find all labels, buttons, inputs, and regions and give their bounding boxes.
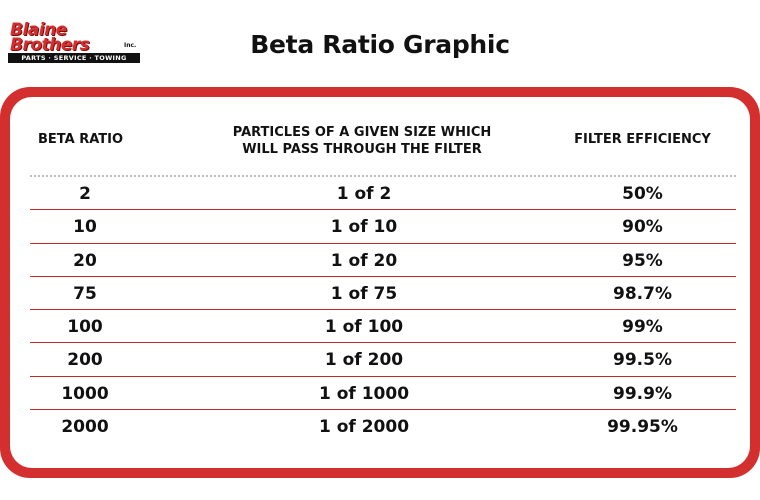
table-row: 200 1 of 200 99.5% bbox=[30, 343, 736, 377]
cell-efficiency: 99.9% bbox=[613, 383, 672, 404]
header-filter-efficiency: FILTER EFFICIENCY bbox=[574, 132, 711, 147]
cell-efficiency: 90% bbox=[622, 217, 663, 238]
cell-particles: 1 of 2000 bbox=[318, 417, 410, 438]
logo-word-second: Brothers bbox=[10, 35, 90, 55]
cell-beta-ratio: 100 bbox=[67, 317, 103, 338]
cell-particles: 1 of 100 bbox=[324, 317, 404, 338]
table-row: 2 1 of 2 50% bbox=[30, 177, 736, 211]
table-row: 2000 1 of 2000 99.95% bbox=[30, 410, 736, 442]
page-title: Beta Ratio Graphic bbox=[250, 30, 510, 59]
cell-particles: 1 of 2 bbox=[336, 184, 392, 204]
table-row: 10 1 of 10 90% bbox=[30, 210, 736, 244]
cell-beta-ratio: 10 bbox=[73, 217, 97, 238]
cell-beta-ratio: 20 bbox=[73, 250, 97, 271]
cell-efficiency: 95% bbox=[622, 250, 663, 271]
cell-beta-ratio: 2 bbox=[79, 184, 91, 204]
cell-efficiency: 99.95% bbox=[607, 417, 678, 438]
cell-beta-ratio: 75 bbox=[73, 283, 97, 304]
logo-tagline: PARTS · SERVICE · TOWING bbox=[8, 53, 140, 63]
table-row: 100 1 of 100 99% bbox=[30, 310, 736, 344]
table-row: 75 1 of 75 98.7% bbox=[30, 277, 736, 311]
table-body: 2 1 of 2 50% 10 1 of 10 90% 20 1 of 20 9… bbox=[30, 177, 736, 442]
cell-beta-ratio: 200 bbox=[67, 350, 103, 371]
table-row: 20 1 of 20 95% bbox=[30, 244, 736, 277]
cell-particles: 1 of 75 bbox=[330, 283, 398, 304]
cell-particles: 1 of 1000 bbox=[318, 383, 410, 404]
logo-inc: Inc. bbox=[124, 42, 137, 49]
cell-particles: 1 of 20 bbox=[330, 250, 398, 271]
cell-beta-ratio: 1000 bbox=[61, 383, 109, 404]
cell-efficiency: 50% bbox=[622, 184, 663, 204]
cell-efficiency: 99.5% bbox=[613, 350, 672, 371]
logo-word-first: Blaine bbox=[10, 20, 67, 40]
cell-particles: 1 of 10 bbox=[330, 217, 398, 238]
header-particles: PARTICLES OF A GIVEN SIZE WHICH WILL PAS… bbox=[212, 124, 512, 158]
header-particles-line1: PARTICLES OF A GIVEN SIZE WHICH bbox=[232, 125, 492, 140]
table-card bbox=[10, 97, 750, 468]
table-row: 1000 1 of 1000 99.9% bbox=[30, 377, 736, 411]
cell-particles: 1 of 200 bbox=[324, 350, 404, 371]
company-logo: Blaine Brothers Inc. PARTS · SERVICE · T… bbox=[8, 22, 142, 64]
cell-efficiency: 99% bbox=[622, 317, 663, 338]
header-particles-line2: WILL PASS THROUGH THE FILTER bbox=[242, 142, 482, 157]
header-divider bbox=[30, 175, 736, 177]
cell-efficiency: 98.7% bbox=[613, 283, 672, 304]
header-beta-ratio: BETA RATIO bbox=[38, 132, 124, 147]
cell-beta-ratio: 2000 bbox=[61, 417, 109, 438]
